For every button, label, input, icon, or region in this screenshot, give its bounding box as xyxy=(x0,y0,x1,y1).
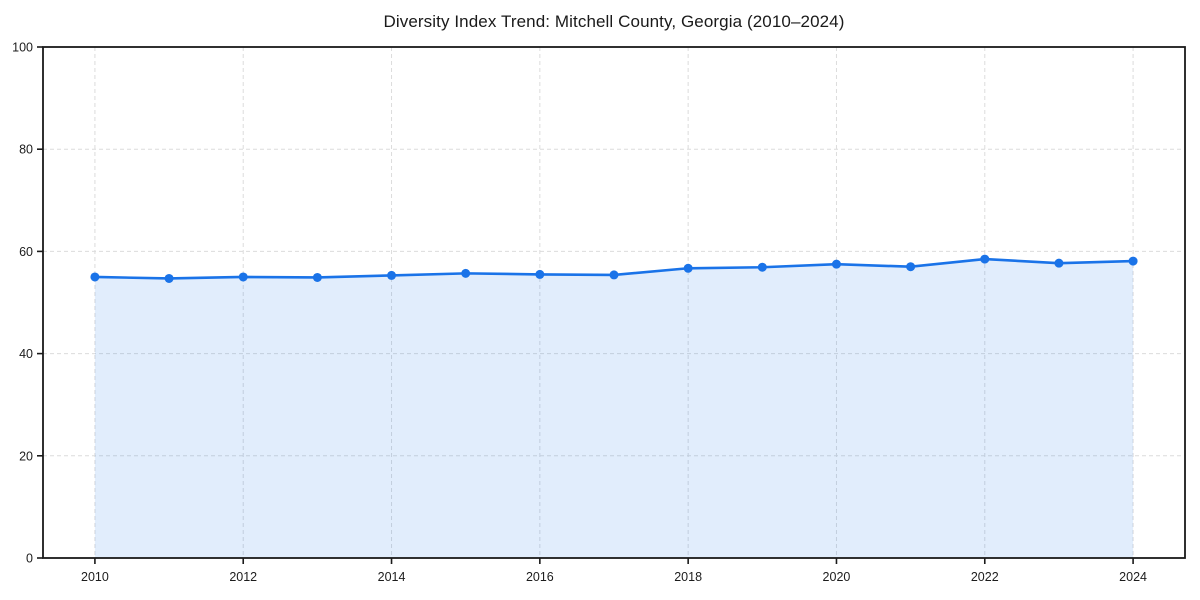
x-axis-tick-label: 2024 xyxy=(1119,570,1147,584)
x-axis-tick-label: 2014 xyxy=(378,570,406,584)
y-axis-tick-label: 40 xyxy=(19,347,33,361)
y-axis-tick-label: 80 xyxy=(19,143,33,157)
data-point-marker xyxy=(90,272,100,282)
x-axis-tick-label: 2010 xyxy=(81,570,109,584)
data-point-marker xyxy=(387,270,397,280)
x-axis-tick-label: 2022 xyxy=(971,570,999,584)
data-point-marker xyxy=(312,272,322,282)
chart-title: Diversity Index Trend: Mitchell County, … xyxy=(383,12,845,31)
data-point-marker xyxy=(609,270,619,280)
x-axis-tick-label: 2012 xyxy=(229,570,257,584)
data-point-marker xyxy=(164,273,174,283)
data-point-marker xyxy=(683,263,693,273)
plot-border xyxy=(42,46,1186,559)
data-point-marker xyxy=(1054,258,1064,268)
data-point-marker xyxy=(535,269,545,279)
y-axis-tick-label: 60 xyxy=(19,245,33,259)
x-axis-tick-label: 2020 xyxy=(823,570,851,584)
data-point-marker xyxy=(461,268,471,278)
y-axis-tick-label: 0 xyxy=(26,552,33,566)
y-axis-tick-label: 20 xyxy=(19,449,33,463)
data-point-marker xyxy=(831,259,841,269)
data-point-marker xyxy=(906,262,916,272)
data-point-marker xyxy=(1128,256,1138,266)
x-axis-tick-label: 2018 xyxy=(674,570,702,584)
data-point-marker xyxy=(757,262,767,272)
x-axis-tick-label: 2016 xyxy=(526,570,554,584)
area-fill xyxy=(94,259,1134,558)
data-point-marker xyxy=(238,272,248,282)
data-point-marker xyxy=(980,254,990,264)
y-axis-tick-label: 100 xyxy=(12,41,33,55)
